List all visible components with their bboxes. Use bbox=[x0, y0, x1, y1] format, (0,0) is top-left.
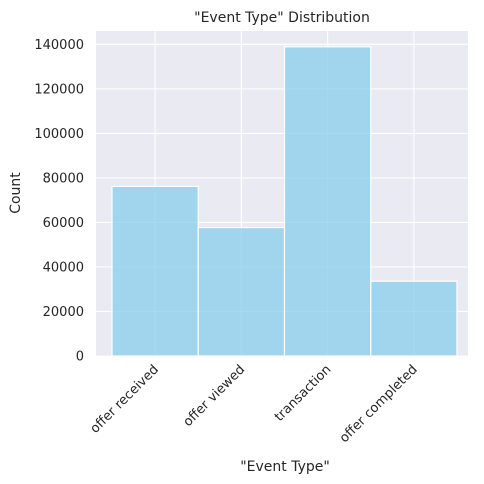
y-tick-label: 60000 bbox=[43, 216, 84, 231]
x-tick-label: transaction bbox=[272, 362, 335, 425]
y-tick-label: 0 bbox=[76, 350, 84, 365]
y-tick-label: 100000 bbox=[34, 127, 84, 142]
x-tick-labels: offer received offer viewed transaction off… bbox=[88, 362, 421, 446]
y-tick-label: 80000 bbox=[43, 171, 84, 186]
y-tick-label: 40000 bbox=[43, 260, 84, 275]
chart-title: "Event Type" Distribution bbox=[194, 10, 370, 26]
y-tick-label: 140000 bbox=[34, 38, 84, 53]
bar-offer-viewed bbox=[197, 226, 286, 357]
y-tick-label: 20000 bbox=[43, 305, 84, 320]
bars bbox=[111, 46, 458, 357]
x-tick-label: offer received bbox=[88, 362, 162, 436]
bar-transaction bbox=[283, 46, 372, 357]
y-tick-labels: 0 20000 40000 60000 80000 100000 120000 140000 bbox=[34, 38, 84, 365]
y-tick-label: 120000 bbox=[34, 82, 84, 97]
y-axis-label: Count bbox=[8, 172, 24, 214]
x-axis-label: "Event Type" bbox=[240, 459, 330, 475]
bar-offer-received bbox=[111, 185, 199, 357]
x-tick-label: offer viewed bbox=[181, 362, 249, 430]
bar-offer-completed bbox=[370, 280, 458, 357]
x-tick-label: offer completed bbox=[337, 362, 421, 446]
